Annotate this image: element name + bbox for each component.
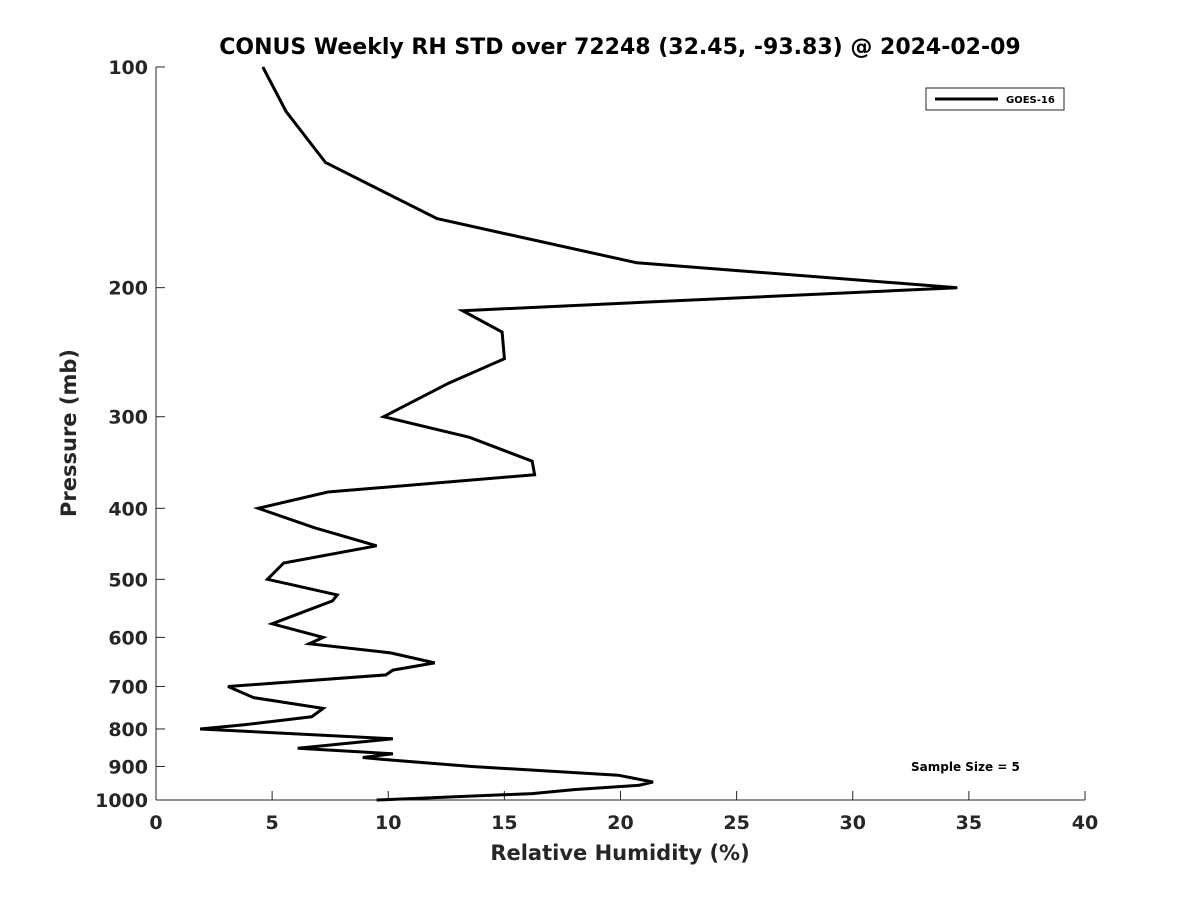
x-axis-label: Relative Humidity (%) [490, 841, 749, 865]
y-tick-label: 400 [108, 498, 148, 520]
x-tick-label: 0 [149, 812, 162, 834]
y-tick-label: 700 [108, 676, 148, 698]
y-axis-ticks: 100 200 300 400 500 600 700 800 900 1000 [95, 57, 165, 812]
y-tick-label: 200 [108, 278, 148, 300]
legend: GOES-16 [925, 87, 1065, 111]
x-tick-label: 15 [491, 812, 517, 834]
x-tick-label: 10 [375, 812, 401, 834]
x-tick-label: 20 [607, 812, 633, 834]
series-line-goes-16 [199, 66, 958, 802]
sample-size-annotation: Sample Size = 5 [911, 760, 1020, 774]
y-tick-label: 300 [108, 407, 148, 429]
chart-title: CONUS Weekly RH STD over 72248 (32.45, -… [219, 35, 1020, 60]
x-tick-label: 35 [956, 812, 982, 834]
y-tick-label: 1000 [95, 790, 148, 812]
x-tick-label: 25 [723, 812, 749, 834]
y-axis-label: Pressure (mb) [57, 349, 81, 517]
y-tick-label: 800 [108, 719, 148, 741]
y-tick-label: 500 [108, 569, 148, 591]
y-tick-label: 600 [108, 627, 148, 649]
y-tick-label: 100 [108, 57, 148, 79]
x-tick-label: 40 [1072, 812, 1098, 834]
x-tick-label: 5 [266, 812, 279, 834]
x-axis-ticks: 0 5 10 15 20 25 30 35 40 [149, 791, 1098, 834]
series-layer [199, 66, 958, 802]
y-tick-label: 900 [108, 756, 148, 778]
legend-entry-goes-16: GOES-16 [1006, 95, 1055, 106]
x-tick-label: 30 [840, 812, 866, 834]
